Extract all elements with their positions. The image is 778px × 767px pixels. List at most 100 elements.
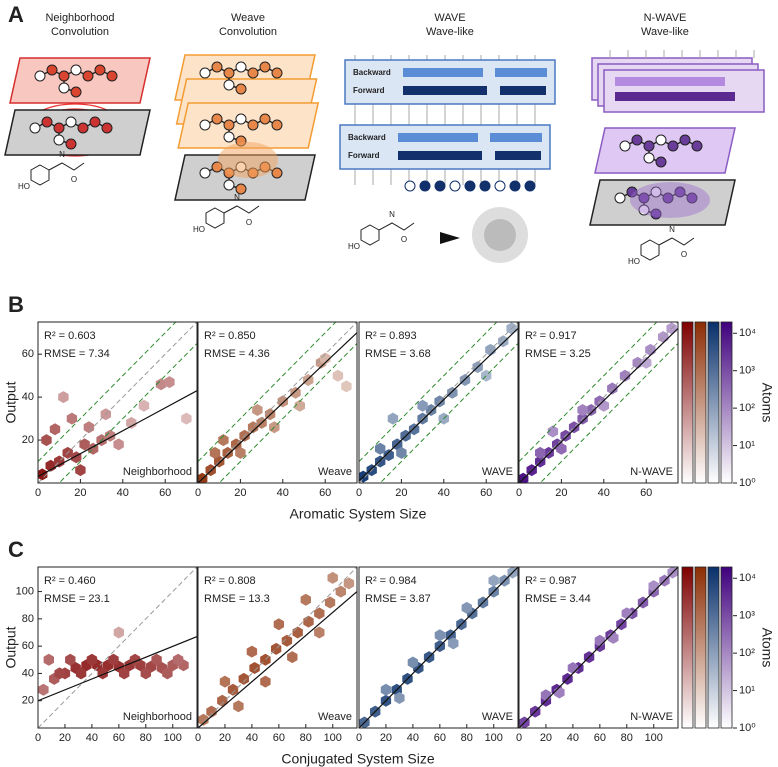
x-tick-label: 80 [140, 732, 152, 744]
hex-bin [83, 421, 95, 434]
atom [655, 156, 667, 168]
forward-arrow [398, 151, 482, 160]
atom [631, 134, 643, 146]
atom [479, 180, 491, 192]
hex-bin [343, 577, 355, 590]
colorbar-strip [720, 566, 733, 729]
atom [419, 180, 431, 192]
x-axis-label: Conjugated System Size [281, 751, 435, 767]
method-label: N-WAVE [630, 711, 673, 723]
nwave-arrow [615, 77, 725, 86]
column-subtitle: Wave-like [426, 26, 474, 38]
atom [509, 180, 521, 192]
annotation: R² = 0.984 [365, 575, 417, 587]
subplot [359, 567, 518, 728]
x-tick-label: 0 [516, 487, 522, 499]
backward-arrow [403, 68, 483, 77]
panel-label: B [8, 292, 24, 317]
fit-line [38, 390, 197, 478]
hex-bin [58, 391, 69, 404]
hex-bin [249, 662, 260, 674]
hex-bin [290, 386, 301, 399]
hex-bin [233, 700, 244, 713]
colorbar-strip [681, 566, 694, 729]
hex-bin [209, 446, 221, 459]
hex-bin [43, 653, 54, 666]
chain [378, 222, 415, 231]
subplot-frame [358, 321, 519, 484]
annotation: RMSE = 7.34 [44, 348, 110, 360]
colorbar-label: Atoms [759, 628, 775, 668]
atom [667, 140, 679, 152]
annotation: RMSE = 13.3 [204, 593, 270, 605]
atom [247, 119, 259, 131]
hex-bin [41, 434, 52, 447]
hex-bin [447, 386, 458, 399]
atom [199, 119, 211, 131]
fit-line [198, 332, 357, 483]
annotation: R² = 0.603 [44, 330, 96, 342]
subplot-frame [197, 321, 358, 484]
band-line [379, 343, 518, 483]
x-tick-label: 60 [434, 732, 446, 744]
x-tick-label: 20 [219, 732, 231, 744]
hex-bin [162, 667, 173, 680]
atom [223, 119, 235, 131]
atom [494, 180, 506, 192]
x-tick-label: 0 [35, 732, 41, 744]
chart: B Output Aromatic System Size 20 40 60 R² = 0.… [3, 292, 776, 522]
colorbar-strip [694, 321, 707, 484]
hex-bin [434, 629, 445, 642]
band-line [539, 343, 678, 483]
subplot [38, 567, 197, 728]
hex-bin [119, 667, 130, 680]
atom [643, 152, 655, 164]
atom [619, 140, 631, 152]
subplot [198, 567, 357, 728]
x-tick-label: 100 [164, 732, 182, 744]
column-subtitle: Convolution [51, 26, 109, 38]
chain [223, 205, 260, 214]
atom [65, 138, 77, 150]
hex-bin [181, 412, 192, 425]
x-axis-label: Aromatic System Size [290, 506, 427, 522]
identity-line [359, 322, 518, 483]
colorbar-strip [707, 321, 720, 484]
hex-bin [66, 412, 78, 425]
chem-label: O [246, 218, 252, 227]
x-tick-label: 0 [195, 732, 201, 744]
hex-bin [294, 399, 305, 412]
atom [223, 179, 235, 191]
hex-bin [281, 634, 293, 647]
x-tick-label: 60 [159, 487, 171, 499]
x-tick-label: 20 [555, 487, 567, 499]
x-tick-label: 0 [195, 487, 201, 499]
hex-bin [396, 446, 407, 459]
atom [199, 67, 211, 79]
hex-bin [108, 653, 119, 666]
hex-bin [387, 412, 399, 425]
atom [235, 61, 247, 73]
column-subtitle: Wave-like [641, 26, 689, 38]
atom [464, 180, 476, 192]
identity-line [198, 567, 357, 728]
hex-bin [113, 626, 124, 639]
x-tick-label: 60 [319, 487, 331, 499]
hex-bin [287, 651, 298, 664]
ring [360, 224, 380, 246]
atom [235, 113, 247, 125]
band-line [58, 343, 197, 483]
atom [643, 140, 655, 152]
y-tick-label: 20 [22, 695, 34, 707]
hex-bin [577, 404, 588, 416]
atom [271, 67, 283, 79]
y-tick-label: 100 [16, 585, 34, 597]
hex-bin [219, 675, 231, 688]
annotation: RMSE = 3.87 [365, 593, 431, 605]
colorbar-tick-label: 10⁴ [739, 327, 756, 339]
x-tick-label: 100 [645, 732, 663, 744]
identity-line [519, 322, 678, 483]
forward-arrow [500, 86, 546, 95]
subplot-frame [358, 566, 519, 729]
